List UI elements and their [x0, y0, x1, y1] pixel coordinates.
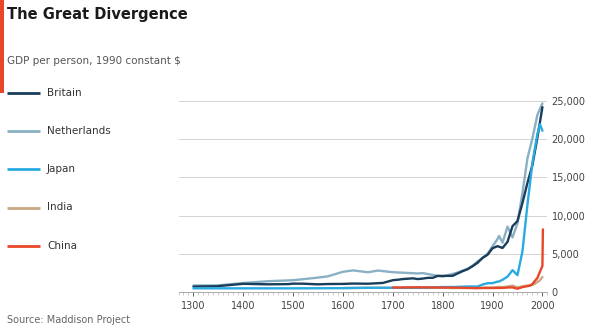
Text: Japan: Japan [47, 164, 76, 174]
Text: Britain: Britain [47, 88, 82, 98]
Text: India: India [47, 203, 73, 212]
Text: The Great Divergence: The Great Divergence [7, 7, 188, 22]
Text: GDP per person, 1990 constant $: GDP per person, 1990 constant $ [7, 56, 181, 66]
Text: Source: Maddison Project: Source: Maddison Project [7, 315, 130, 325]
Text: China: China [47, 241, 77, 251]
Text: Netherlands: Netherlands [47, 126, 111, 136]
